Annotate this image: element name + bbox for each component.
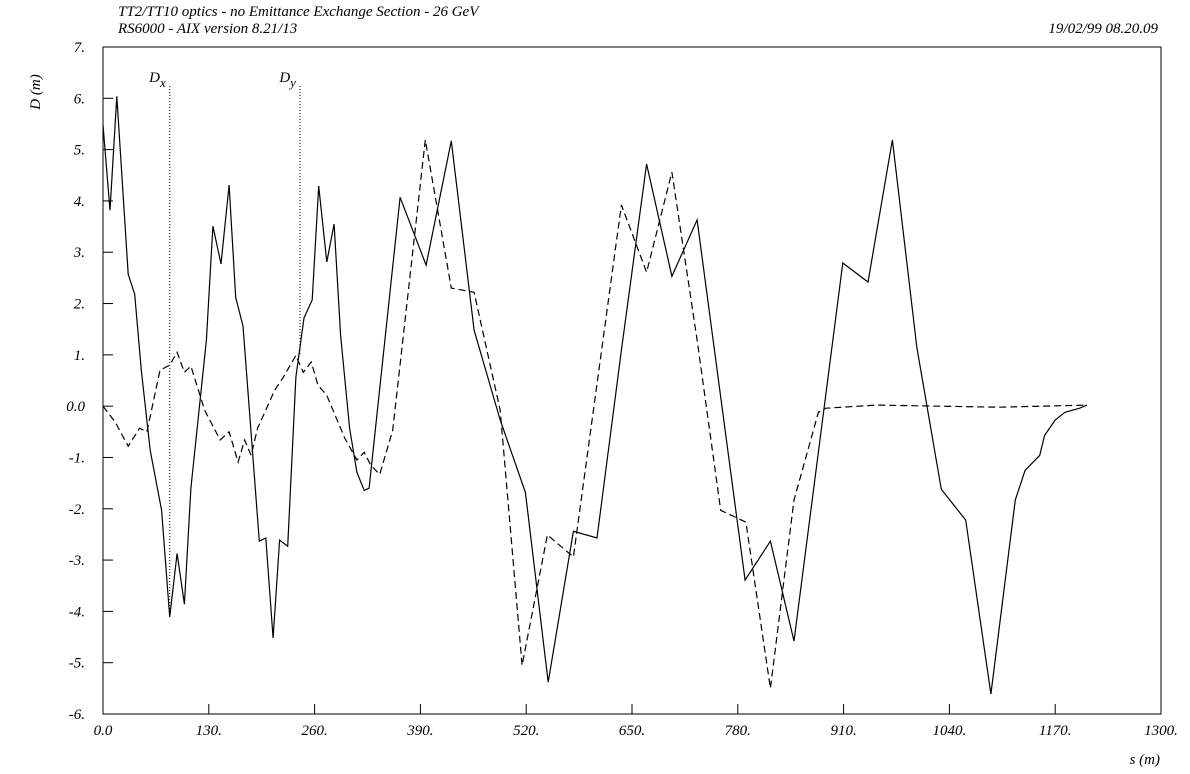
x-tick-label: 780. (725, 723, 751, 739)
series-label: Dy (278, 70, 296, 90)
chart-subtitle: RS6000 - AIX version 8.21/13 (117, 21, 297, 37)
y-tick-label: 2. (74, 297, 85, 313)
y-tick-label: 7. (74, 40, 85, 56)
y-tick-label: 1. (74, 348, 85, 364)
y-tick-label: -3. (69, 553, 85, 569)
y-tick-label: 0.0 (66, 399, 85, 415)
y-tick-label: -4. (69, 604, 85, 620)
series-label: Dx (148, 70, 166, 90)
y-tick-label: 6. (74, 91, 85, 107)
series-label-subscript: y (288, 75, 296, 90)
x-tick-label: 130. (196, 723, 222, 739)
x-tick-label: 910. (830, 723, 856, 739)
x-tick-label: 390. (406, 723, 433, 739)
x-tick-label: 1040. (933, 723, 967, 739)
timestamp: 19/02/99 08.20.09 (1048, 21, 1158, 37)
y-tick-label: 4. (74, 194, 85, 210)
x-tick-label: 1170. (1039, 723, 1072, 739)
y-tick-label: -2. (69, 502, 85, 518)
series-label-main: D (278, 70, 290, 86)
y-axis-label: D (m) (28, 74, 44, 110)
series-label-subscript: x (159, 75, 166, 90)
y-tick-label: -1. (69, 450, 85, 466)
x-tick-label: 650. (619, 723, 645, 739)
x-tick-label: 1300. (1144, 723, 1178, 739)
series-line (102, 96, 1088, 695)
x-tick-label: 520. (513, 723, 539, 739)
x-tick-label: 0.0 (94, 723, 113, 739)
plot-frame (102, 46, 1162, 715)
series-line (102, 139, 1087, 689)
chart-title: TT2/TT10 optics - no Emittance Exchange … (118, 4, 480, 20)
y-tick-label: -6. (69, 707, 85, 723)
x-axis-label: s (m) (1130, 752, 1160, 768)
y-tick-label: -5. (69, 656, 85, 672)
x-tick-label: 260. (301, 723, 327, 739)
series-label-main: D (148, 70, 160, 86)
y-tick-label: 5. (74, 143, 85, 159)
y-tick-label: 3. (73, 245, 85, 261)
